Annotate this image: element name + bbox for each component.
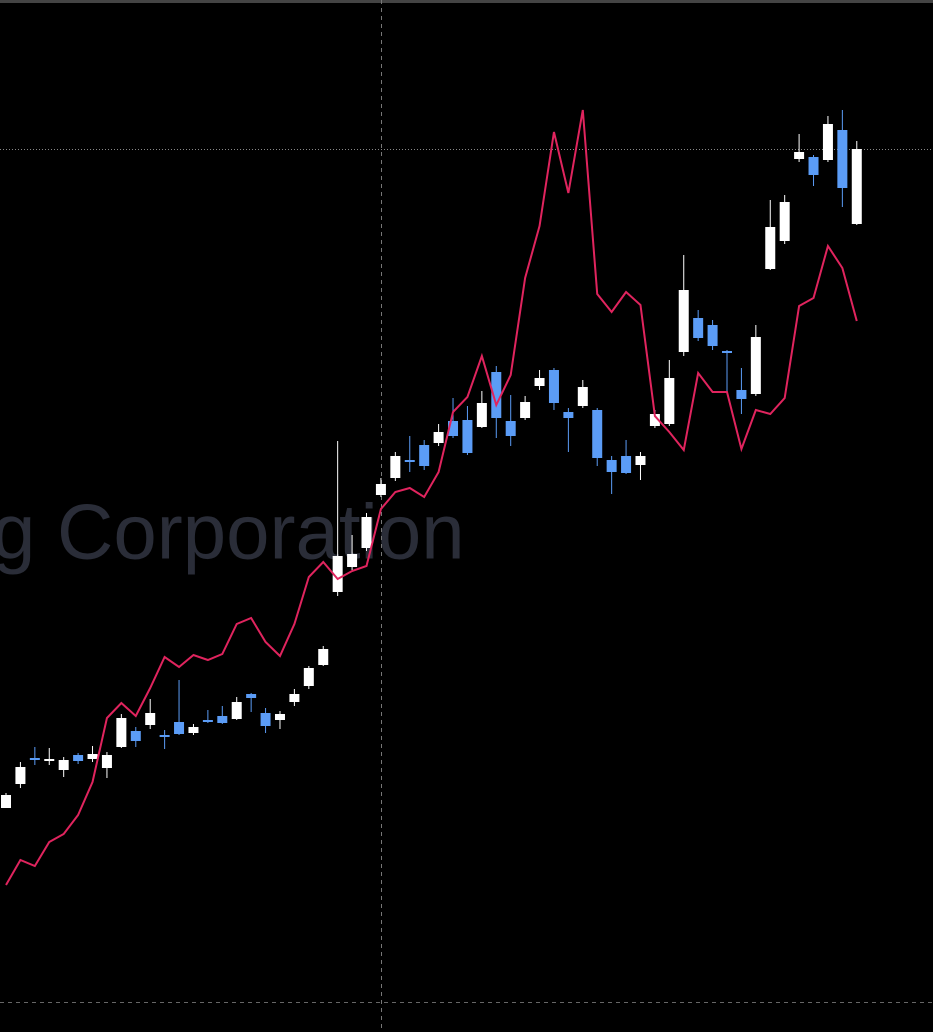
candle-body — [419, 445, 430, 466]
candle-body — [621, 456, 632, 473]
candle-body — [289, 694, 300, 702]
moving-average-line — [5, 109, 858, 886]
candle-body — [707, 325, 718, 346]
candle-body — [693, 318, 704, 338]
candle-body — [750, 337, 761, 394]
candle-body — [130, 731, 141, 741]
candle-body — [462, 420, 473, 453]
candle-body — [58, 760, 69, 770]
candle-body — [837, 130, 848, 188]
candle-body — [202, 720, 213, 722]
candle-body — [174, 722, 185, 734]
candle-body — [808, 157, 819, 175]
candle-body — [159, 735, 170, 737]
candle-body — [116, 718, 127, 747]
candle-body — [44, 759, 55, 761]
candle-body — [722, 351, 732, 353]
candle-body — [476, 403, 487, 427]
candle-body — [15, 767, 26, 784]
candle-body — [736, 390, 747, 399]
candle-body — [765, 227, 776, 269]
candle-body — [548, 370, 559, 403]
candle-body — [101, 755, 112, 768]
candle-body — [592, 410, 603, 458]
candle-body — [73, 755, 84, 761]
candle-body — [274, 714, 285, 720]
candle-body — [87, 754, 98, 759]
candle-body — [303, 668, 314, 686]
candle-body — [779, 202, 790, 241]
candle-body — [851, 149, 862, 224]
candle-body — [534, 378, 545, 386]
candle-body — [520, 402, 531, 418]
candle-body — [318, 649, 329, 665]
candle-body — [664, 378, 675, 424]
candle-body — [649, 414, 660, 426]
candle-body — [678, 290, 689, 352]
candle-body — [822, 124, 833, 160]
candle-body — [390, 456, 401, 478]
candle-body — [505, 421, 516, 436]
candle-body — [577, 387, 588, 406]
candle-body — [794, 152, 805, 159]
candle-body — [217, 716, 228, 723]
candle-body — [491, 372, 502, 418]
candle-body — [347, 554, 358, 567]
candle-body — [231, 702, 242, 719]
candle-body — [433, 432, 444, 443]
candle-body — [361, 517, 372, 548]
candle-body — [375, 484, 386, 495]
candle-body — [246, 694, 257, 698]
candle-body — [448, 421, 459, 436]
candle-body — [606, 460, 617, 472]
candle-body — [260, 713, 271, 726]
candle-body — [332, 556, 343, 592]
candle-body — [563, 412, 574, 418]
candle-body — [635, 456, 646, 465]
candle-body — [1, 795, 11, 808]
candle-body — [188, 727, 199, 733]
candle-body — [29, 758, 40, 760]
candle-body — [145, 713, 156, 725]
candle-body — [404, 460, 415, 462]
watermark: g Corporation — [0, 488, 465, 576]
